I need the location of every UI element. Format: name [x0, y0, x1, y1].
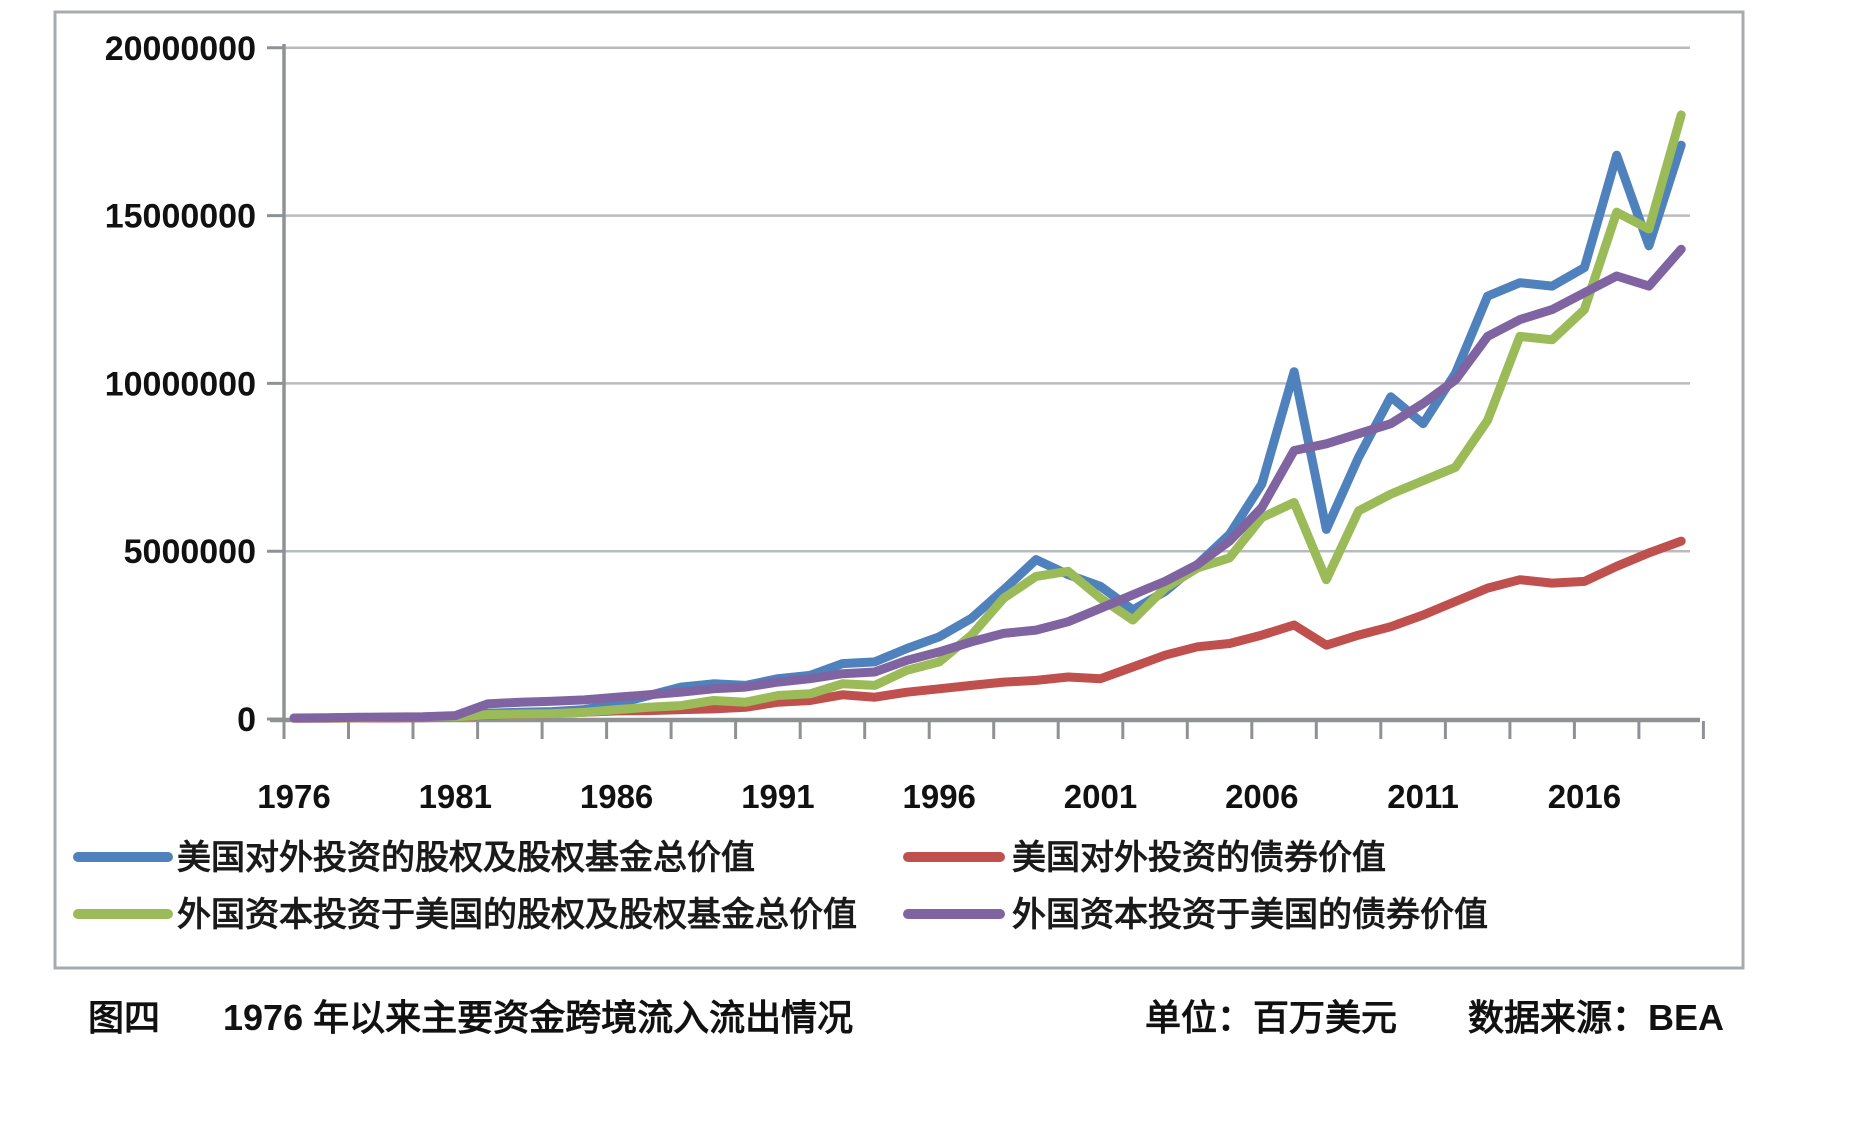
caption-title: 1976 年以来主要资金跨境流入流出情况 [223, 997, 853, 1038]
y-tick-marks [267, 46, 285, 721]
x-tick-label-2011: 2011 [1387, 778, 1459, 815]
x-tick-label-1986: 1986 [580, 778, 653, 815]
x-tick-label-1981: 1981 [419, 778, 492, 815]
legend-label-us-bonds: 美国对外投资的债券价值 [1012, 839, 1386, 877]
figure-border-box [53, 10, 1745, 970]
caption: 图四 1976 年以来主要资金跨境流入流出情况 单位：百万美元 数据来源：BEA [88, 997, 1724, 1038]
y-tick-label-20000000: 20000000 [105, 30, 256, 68]
x-tick-label-1976: 1976 [257, 778, 330, 815]
legend-label-foreign-equity: 外国资本投资于美国的股权及股权基金总价值 [177, 895, 857, 934]
y-tick-label-5000000: 5000000 [124, 533, 256, 571]
x-tick-marks [282, 721, 1705, 739]
y-tick-label-0: 0 [237, 701, 256, 739]
y-tick-label-15000000: 15000000 [105, 198, 256, 236]
gridlines [284, 46, 1690, 553]
x-tick-label-2016: 2016 [1548, 778, 1621, 815]
x-tick-label-1996: 1996 [902, 778, 975, 815]
caption-figure-label: 图四 [88, 997, 160, 1038]
y-tick-label-10000000: 10000000 [105, 365, 256, 403]
caption-unit: 单位：百万美元 [1145, 997, 1397, 1038]
series-lines [289, 110, 1686, 723]
y-tick-labels: 20000000 15000000 10000000 5000000 0 [105, 30, 256, 739]
x-tick-label-1991: 1991 [741, 778, 814, 815]
caption-source: 数据来源：BEA [1468, 997, 1724, 1038]
series-line-3 [289, 244, 1686, 723]
series-line-2 [289, 110, 1686, 723]
x-tick-label-2001: 2001 [1064, 778, 1137, 815]
legend-label-foreign-bonds: 外国资本投资于美国的债券价值 [1012, 896, 1488, 934]
x-tick-label-2006: 2006 [1225, 778, 1298, 815]
legend: 美国对外投资的股权及股权基金总价值 美国对外投资的债券价值 外国资本投资于美国的… [73, 838, 1488, 934]
legend-label-us-equity: 美国对外投资的股权及股权基金总价值 [177, 838, 755, 877]
x-tick-labels: 1976 1981 1986 1991 1996 2001 2006 2011 2016 [257, 778, 1621, 815]
